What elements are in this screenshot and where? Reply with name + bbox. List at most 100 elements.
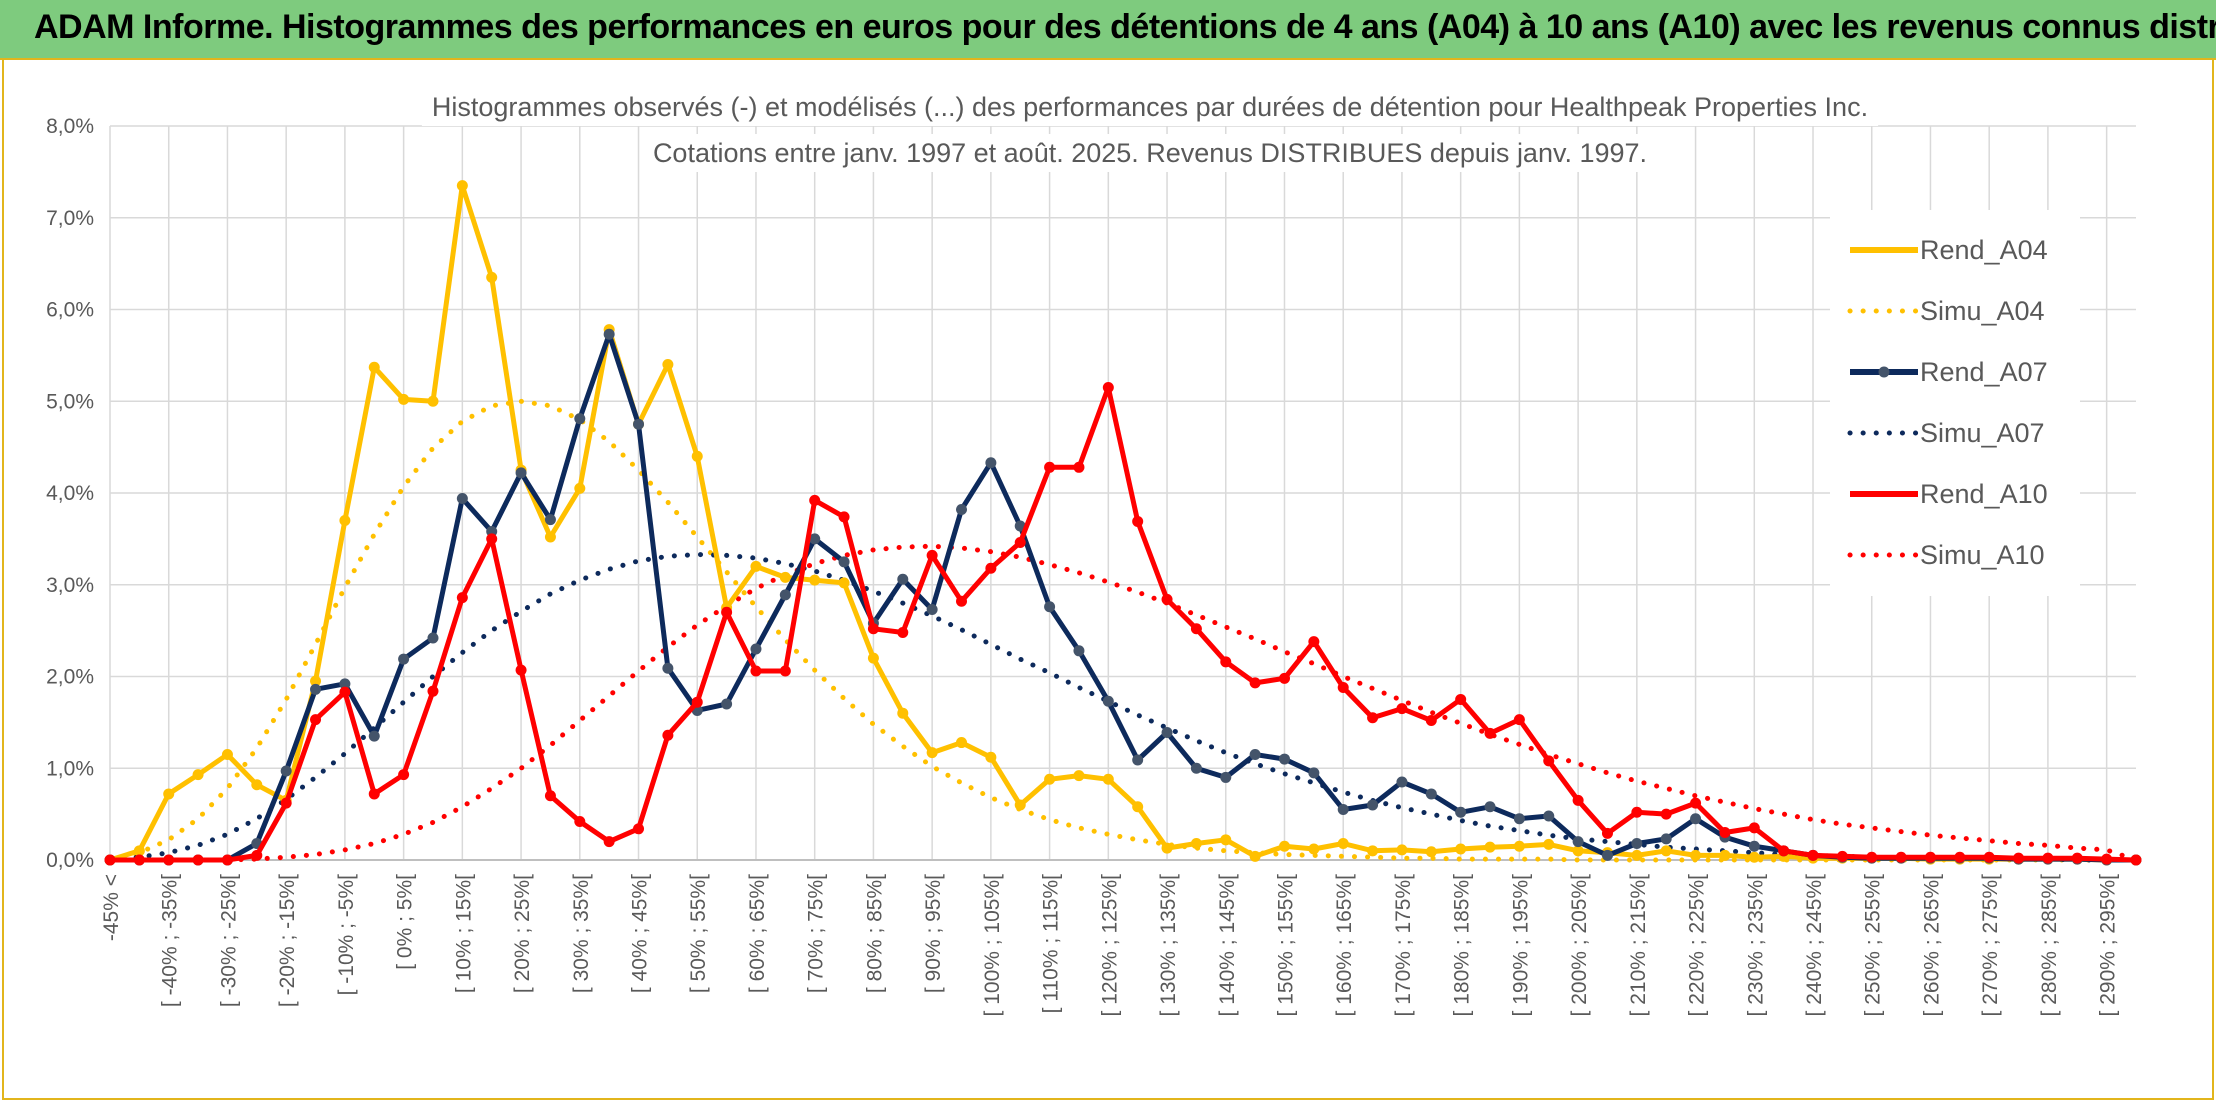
- data-point-Rend_A04: [867, 652, 879, 664]
- data-point-Rend_A04: [163, 788, 175, 800]
- data-point-Rend_A04: [1455, 843, 1467, 855]
- data-point-Rend_A04: [251, 779, 263, 791]
- x-tick-label: [ -10% ; -5%[: [335, 874, 358, 996]
- data-point-Rend_A10: [1895, 851, 1907, 863]
- data-point-Rend_A07: [603, 328, 615, 340]
- x-tick-label: [ 30% ; 35%[: [570, 874, 593, 993]
- legend-item-Simu_A10: Simu_A10: [1847, 540, 2045, 570]
- data-point-Rend_A07: [1513, 813, 1525, 825]
- data-point-Rend_A10: [779, 665, 791, 677]
- x-tick-label: [ 60% ; 65%[: [746, 874, 769, 993]
- x-tick-label: [ 40% ; 45%[: [629, 874, 652, 993]
- data-point-Rend_A07: [1748, 840, 1760, 852]
- data-point-Rend_A07: [280, 765, 292, 777]
- data-point-Rend_A07: [1161, 726, 1173, 738]
- data-point-Rend_A10: [1308, 636, 1320, 648]
- x-axis-ticks: -45% < [ -40% ; -35%[[ -30% ; -25%[[ -20%…: [100, 874, 2120, 1017]
- legend-label: Rend_A10: [1920, 479, 2048, 509]
- data-point-Rend_A10: [1425, 715, 1437, 727]
- data-point-Rend_A04: [1631, 849, 1643, 861]
- data-point-Rend_A07: [721, 698, 733, 710]
- data-point-Rend_A10: [985, 562, 997, 574]
- chart-subtitle-background: [642, 134, 1658, 172]
- data-point-Rend_A10: [1014, 537, 1026, 549]
- x-tick-label: [ -40% ; -35%[: [159, 874, 182, 1007]
- data-point-Rend_A07: [1132, 754, 1144, 766]
- data-point-Rend_A07: [1660, 833, 1672, 845]
- data-point-Rend_A10: [1543, 755, 1555, 767]
- data-point-Rend_A10: [427, 685, 439, 697]
- data-point-Rend_A04: [691, 450, 703, 462]
- data-point-Rend_A07: [456, 493, 468, 505]
- data-point-Rend_A07: [1690, 813, 1702, 825]
- legend-label: Rend_A04: [1920, 235, 2048, 265]
- data-point-Rend_A04: [1484, 841, 1496, 853]
- x-tick-label: [ 140% ; 145%[: [1216, 874, 1239, 1017]
- data-point-Rend_A04: [1102, 773, 1114, 785]
- data-point-Rend_A07: [956, 504, 968, 516]
- legend-label: Simu_A04: [1920, 296, 2045, 326]
- x-tick-label: [ 170% ; 175%[: [1392, 874, 1415, 1017]
- data-point-Rend_A04: [809, 574, 821, 586]
- data-point-Rend_A10: [1513, 714, 1525, 726]
- data-point-Rend_A10: [2130, 854, 2142, 866]
- x-tick-label: [ 150% ; 155%[: [1274, 874, 1297, 1017]
- data-point-Rend_A10: [1924, 851, 1936, 863]
- data-point-Rend_A10: [662, 729, 674, 741]
- data-point-Rend_A07: [1631, 837, 1643, 849]
- data-point-Rend_A04: [838, 577, 850, 589]
- data-point-Rend_A10: [486, 533, 498, 545]
- data-point-Rend_A04: [1161, 842, 1173, 854]
- legend: Rend_A04 Simu_A04 Rend_A07 Simu_A07 Rend_A10…: [1847, 235, 2048, 570]
- x-tick-label: [ -20% ; -15%[: [276, 874, 299, 1007]
- data-point-Rend_A04: [1308, 843, 1320, 855]
- legend-marker: [1878, 366, 1890, 378]
- data-point-Rend_A07: [1102, 695, 1114, 707]
- y-axis-ticks: 0,0% 1,0% 2,0% 3,0% 4,0% 5,0% 6,0% 7,0% 8,0%: [46, 115, 94, 872]
- chart-frame: [2, 60, 2214, 1100]
- data-point-Rend_A10: [574, 815, 586, 827]
- chart-title-background: [421, 88, 1879, 126]
- x-tick-label: [ 0% ; 5%[: [394, 874, 417, 970]
- data-point-Rend_A04: [1044, 773, 1056, 785]
- data-point-Rend_A04: [897, 707, 909, 719]
- data-point-Rend_A10: [2013, 852, 2025, 864]
- x-tick-label: [ 110% ; 115%[: [1040, 874, 1063, 1013]
- data-point-Rend_A04: [926, 747, 938, 759]
- y-tick-label: 7,0%: [46, 207, 94, 230]
- x-tick-label: [ 250% ; 255%[: [1862, 874, 1885, 1017]
- data-point-Rend_A04: [1748, 851, 1760, 863]
- data-point-Rend_A10: [897, 626, 909, 638]
- legend-item-Simu_A07: Simu_A07: [1847, 418, 2045, 448]
- data-point-Rend_A04: [1073, 770, 1085, 782]
- x-tick-label: [ 50% ; 55%[: [687, 874, 710, 993]
- data-point-Rend_A04: [486, 271, 498, 283]
- data-point-Rend_A07: [1425, 788, 1437, 800]
- x-tick-label: [ 270% ; 275%[: [1979, 874, 2002, 1017]
- data-point-Rend_A10: [2071, 852, 2083, 864]
- y-tick-label: 6,0%: [46, 299, 94, 322]
- y-tick-label: 4,0%: [46, 482, 94, 505]
- data-point-Rend_A07: [339, 678, 351, 690]
- data-point-Rend_A10: [1572, 794, 1584, 806]
- x-tick-label: [ 130% ; 135%[: [1157, 874, 1180, 1017]
- data-point-Rend_A10: [1102, 381, 1114, 393]
- data-point-Rend_A10: [456, 592, 468, 604]
- data-point-Rend_A07: [427, 632, 439, 644]
- data-point-Rend_A10: [1836, 850, 1848, 862]
- data-point-Rend_A04: [1132, 801, 1144, 813]
- data-point-Rend_A04: [368, 361, 380, 373]
- x-tick-label: [ 210% ; 215%[: [1627, 874, 1650, 1017]
- data-point-Rend_A04: [985, 751, 997, 763]
- data-point-Rend_A07: [1396, 776, 1408, 788]
- data-point-Rend_A10: [1983, 851, 1995, 863]
- data-point-Rend_A04: [1220, 834, 1232, 846]
- data-point-Rend_A07: [310, 683, 322, 695]
- data-point-Rend_A07: [1455, 806, 1467, 818]
- y-tick-label: 2,0%: [46, 666, 94, 689]
- data-point-Rend_A10: [1044, 461, 1056, 473]
- data-point-Rend_A10: [691, 696, 703, 708]
- data-point-Rend_A07: [633, 418, 645, 430]
- x-tick-label: [ 80% ; 85%[: [863, 874, 886, 993]
